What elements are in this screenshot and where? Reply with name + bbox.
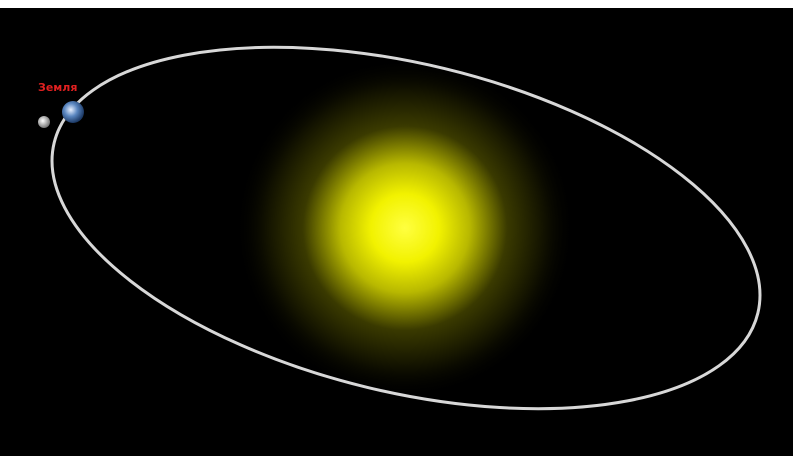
sun: [235, 58, 575, 398]
earth-orbit: [50, 45, 762, 411]
moon: [38, 116, 50, 128]
earth-label: Земля: [38, 81, 77, 94]
earth: [62, 101, 84, 123]
